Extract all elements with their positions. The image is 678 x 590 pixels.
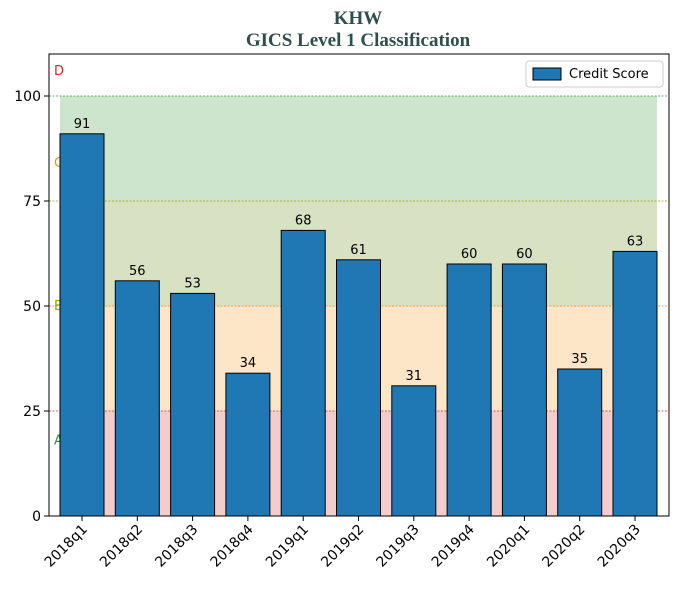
band-label-d: D — [54, 64, 64, 79]
x-tick-label: 2018q2 — [97, 522, 146, 571]
bar-2018q3 — [170, 292, 216, 517]
x-tick-label: 2020q1 — [484, 522, 533, 571]
x-tick-label: 2018q3 — [152, 522, 201, 571]
bar-value-label: 61 — [350, 243, 367, 258]
x-tick-label: 2020q3 — [595, 522, 644, 571]
x-tick-label: 2019q3 — [374, 522, 423, 571]
x-tick-label: 2018q1 — [42, 522, 91, 571]
band-label-c: C — [54, 156, 63, 171]
band-label-a: A — [54, 433, 63, 448]
bar-value-label: 53 — [184, 276, 201, 291]
x-tick-label: 2019q1 — [263, 522, 312, 571]
bar-2018q2 — [114, 280, 160, 517]
bar-2019q3 — [391, 385, 437, 517]
y-tick-label: 0 — [32, 509, 41, 525]
bar-value-label: 63 — [627, 234, 644, 249]
bar-value-label: 35 — [571, 352, 588, 367]
bar-value-label: 60 — [461, 247, 478, 262]
legend-label: Credit Score — [569, 67, 649, 82]
bar-2019q4 — [446, 263, 492, 517]
x-tick-label: 2018q4 — [208, 521, 257, 570]
bar-2018q1 — [59, 133, 105, 517]
bar-2020q1 — [501, 263, 547, 517]
bar-value-label: 91 — [74, 117, 91, 132]
bar-2019q1 — [280, 229, 326, 517]
bar-2020q2 — [557, 368, 603, 517]
chart-subtitle: GICS Level 1 Classification — [246, 30, 471, 51]
legend: Credit Score — [525, 60, 664, 88]
band-d — [60, 96, 657, 201]
bar-value-label: 31 — [406, 369, 423, 384]
bar-2018q4 — [225, 372, 271, 517]
band-label-b: B — [54, 299, 63, 314]
legend-swatch — [532, 67, 562, 81]
x-tick-label: 2020q2 — [539, 522, 588, 571]
chart-title: KHW — [334, 8, 383, 29]
bar-value-label: 56 — [129, 264, 146, 279]
bars-layer: 91 56 53 34 68 61 31 60 60 35 63 — [59, 117, 658, 517]
bar-value-label: 68 — [295, 213, 312, 228]
y-tick-label: 75 — [23, 194, 41, 210]
y-tick-label: 50 — [23, 299, 41, 315]
x-tick-label: 2019q2 — [318, 522, 367, 571]
x-tick-label: 2019q4 — [429, 521, 478, 570]
y-tick-label: 25 — [23, 404, 41, 420]
y-tick-label: 100 — [14, 89, 41, 105]
bar-2020q3 — [612, 250, 658, 517]
bar-value-label: 34 — [240, 356, 257, 371]
bar-2019q2 — [336, 259, 381, 517]
bar-value-label: 60 — [516, 247, 533, 262]
